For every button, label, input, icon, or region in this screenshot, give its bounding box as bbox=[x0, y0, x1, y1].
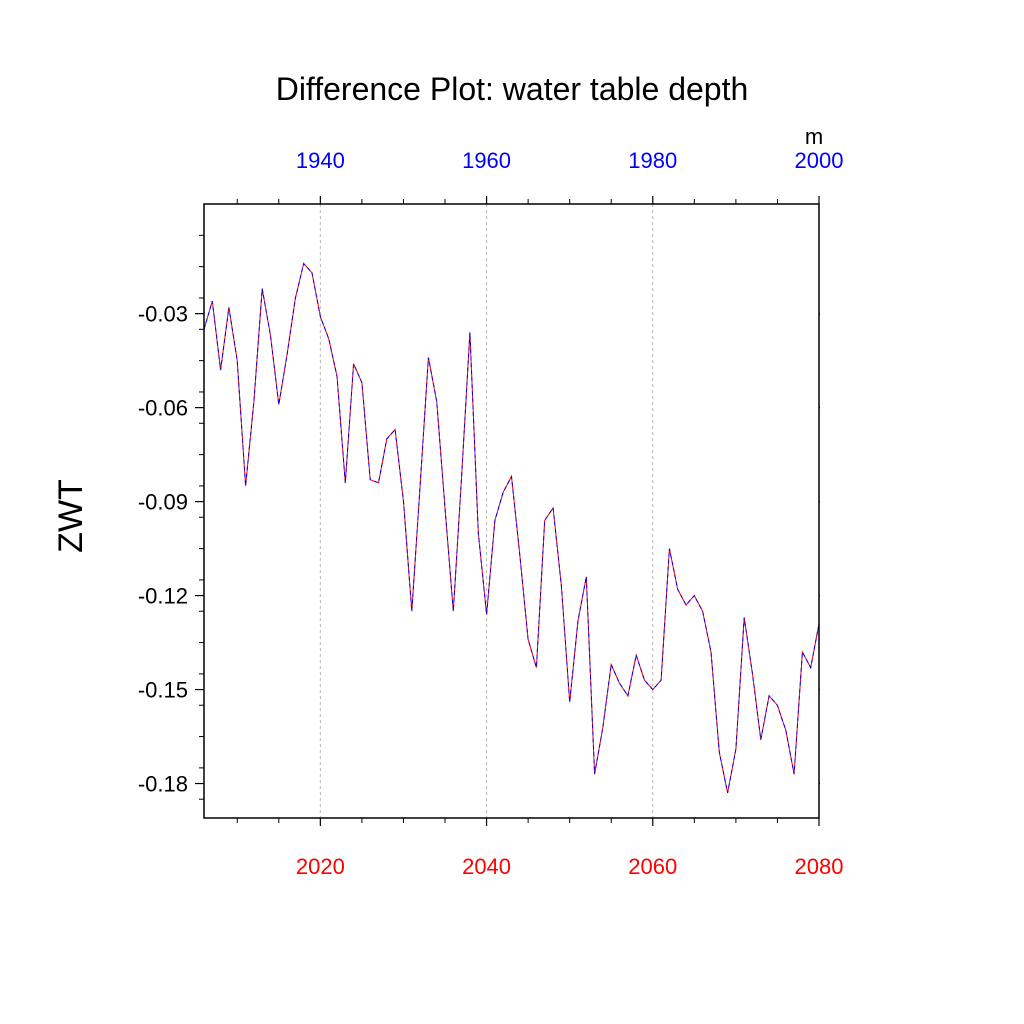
series-line-blue bbox=[203, 262, 820, 793]
y-tick-label: -0.12 bbox=[138, 584, 188, 609]
x-bottom-tick-label: 2040 bbox=[462, 854, 511, 879]
y-axis-label: ZWT bbox=[52, 479, 90, 553]
y-tick-label: -0.06 bbox=[138, 396, 188, 421]
y-tick-label: -0.18 bbox=[138, 772, 188, 797]
plot-frame bbox=[203, 203, 820, 819]
grid-lines bbox=[319, 204, 654, 818]
x-bottom-tick-label: 2080 bbox=[795, 854, 844, 879]
axis-ticks bbox=[195, 196, 820, 826]
x-bottom-tick-label: 2020 bbox=[296, 854, 345, 879]
x-top-tick-label: 1940 bbox=[296, 148, 345, 173]
tick-labels: -0.03 -0.06 -0.09 -0.12 -0.15 -0.18 2020 2040 20… bbox=[138, 148, 844, 879]
series-group bbox=[203, 262, 820, 793]
chart-title: Difference Plot: water table depth bbox=[276, 71, 749, 107]
x-bottom-tick-label: 2060 bbox=[628, 854, 677, 879]
y-tick-label: -0.15 bbox=[138, 678, 188, 703]
y-tick-label: -0.09 bbox=[138, 490, 188, 515]
y-tick-label: -0.03 bbox=[138, 302, 188, 327]
units-label: m bbox=[805, 124, 823, 149]
x-top-tick-label: 1980 bbox=[628, 148, 677, 173]
series-line-red bbox=[203, 262, 820, 793]
x-top-tick-label: 1960 bbox=[462, 148, 511, 173]
x-top-tick-label: 2000 bbox=[795, 148, 844, 173]
